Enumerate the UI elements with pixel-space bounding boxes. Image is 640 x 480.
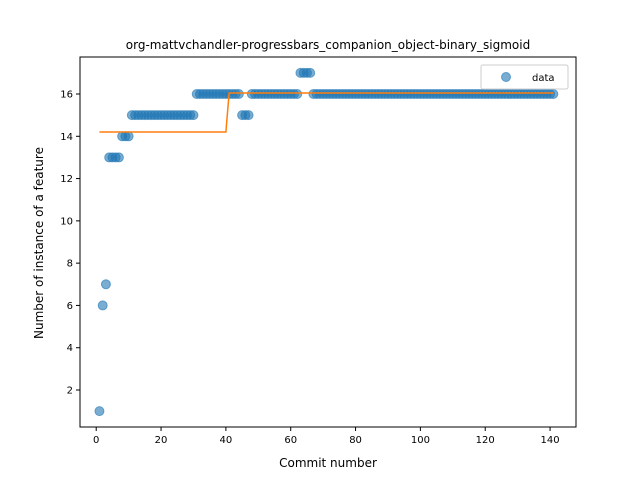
- x-tick-label: 20: [155, 435, 168, 446]
- data-point: [188, 110, 199, 121]
- y-axis-label: Number of instance of a feature: [32, 147, 46, 339]
- y-tick-label: 16: [60, 90, 73, 101]
- data-point: [548, 89, 559, 99]
- y-tick-label: 4: [67, 343, 73, 354]
- x-tick-label: 120: [476, 435, 495, 446]
- axes: 0 20 40 60 80 100 120 140 2 4 6 8 10 12 14 16: [60, 56, 577, 446]
- x-tick-label: 60: [284, 435, 297, 446]
- x-tick-label: 140: [541, 435, 560, 446]
- y-tick-label: 14: [60, 132, 73, 143]
- data-point: [100, 279, 111, 290]
- x-tick-label: 0: [93, 435, 99, 446]
- axes-frame: [79, 56, 577, 428]
- data-point: [243, 110, 254, 121]
- data-point: [233, 89, 244, 99]
- x-axis-label: Commit number: [279, 456, 377, 470]
- y-tick-label: 8: [67, 259, 73, 270]
- legend-box: [480, 64, 569, 90]
- data-point: [97, 300, 108, 311]
- data-point: [305, 67, 316, 78]
- y-tick-label: 6: [67, 301, 73, 312]
- legend-label-data: data: [532, 73, 555, 84]
- y-tick-label: 10: [60, 216, 73, 227]
- fit-line: [99, 92, 554, 133]
- x-tick-label: 40: [220, 435, 233, 446]
- data-point: [292, 89, 303, 99]
- y-tick-label: 12: [60, 174, 73, 185]
- data-point: [94, 406, 105, 417]
- chart-title: org-mattvchandler-progressbars_companion…: [126, 38, 530, 52]
- legend: data: [480, 64, 569, 90]
- x-tick-label: 80: [349, 435, 362, 446]
- legend-marker-data: [501, 72, 511, 82]
- data-point: [123, 131, 134, 142]
- data-point: [113, 152, 124, 163]
- x-tick-label: 100: [411, 435, 430, 446]
- y-tick-label: 2: [67, 386, 73, 397]
- plot-area: [94, 67, 559, 417]
